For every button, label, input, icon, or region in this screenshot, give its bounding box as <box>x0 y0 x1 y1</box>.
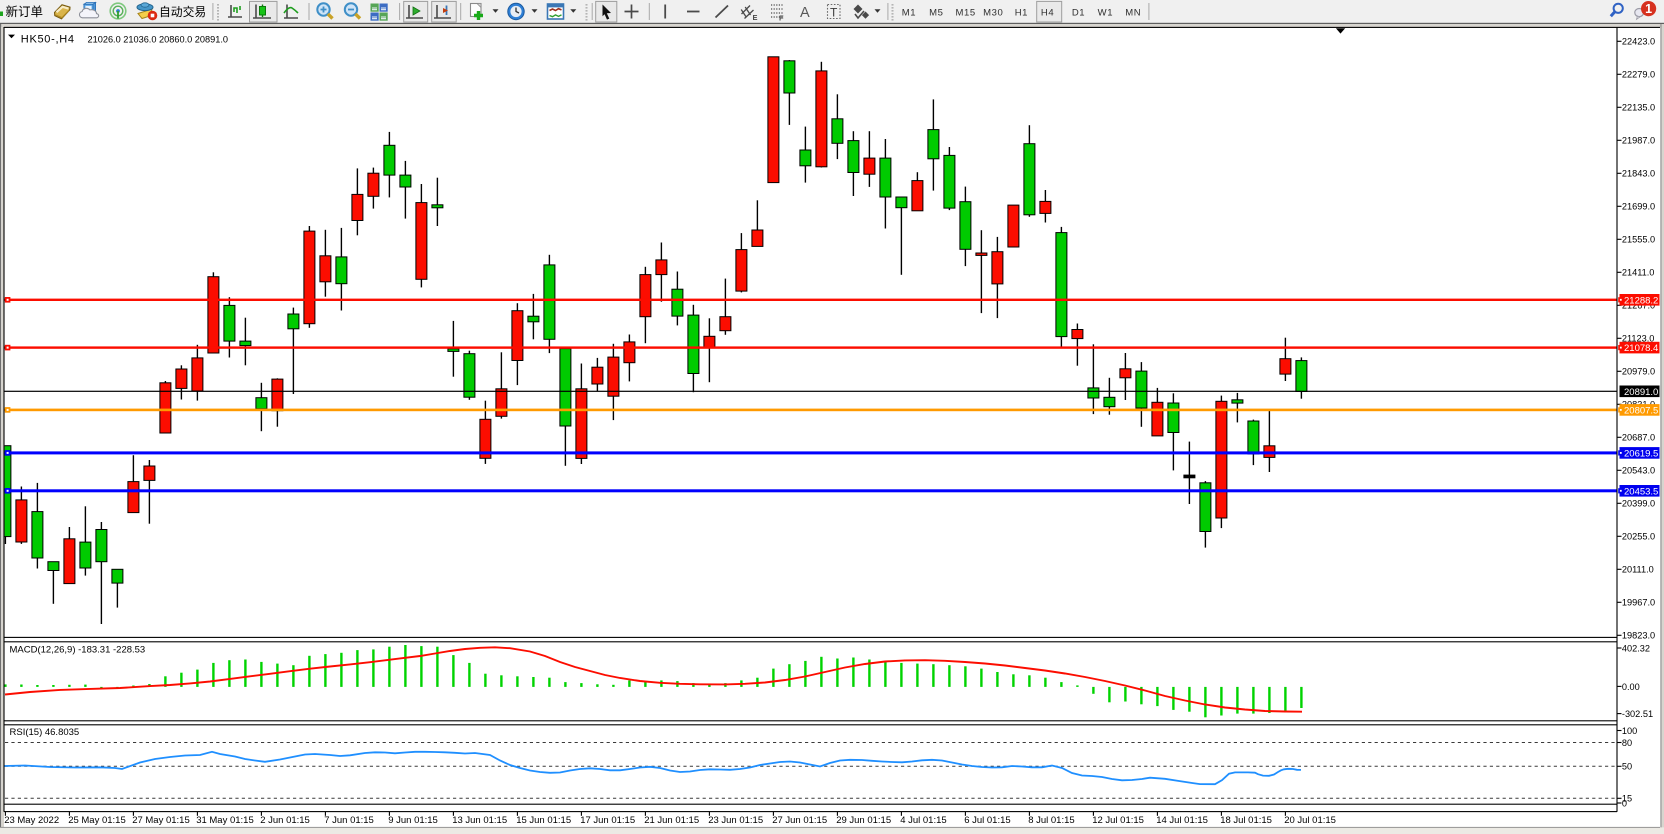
svg-text:20111.0: 20111.0 <box>1622 565 1654 575</box>
svg-text:20453.5: 20453.5 <box>1624 486 1658 497</box>
svg-text:23 May 2022: 23 May 2022 <box>4 815 59 826</box>
svg-text:20891.0: 20891.0 <box>1624 387 1658 398</box>
svg-text:15: 15 <box>1622 794 1632 804</box>
svg-text:22423.0: 22423.0 <box>1622 37 1655 47</box>
svg-text:21078.4: 21078.4 <box>1624 343 1658 354</box>
svg-text:402.32: 402.32 <box>1622 643 1650 653</box>
svg-text:A: A <box>800 5 810 21</box>
svg-text:20 Jul 01:15: 20 Jul 01:15 <box>1284 815 1336 826</box>
svg-text:18 Jul 01:15: 18 Jul 01:15 <box>1220 815 1272 826</box>
svg-text:M1: M1 <box>902 7 916 18</box>
svg-text:20979.0: 20979.0 <box>1622 367 1655 377</box>
svg-text:M30: M30 <box>983 7 1003 18</box>
svg-text:T: T <box>830 6 838 20</box>
svg-text:H1: H1 <box>1015 7 1028 18</box>
svg-text:-302.51: -302.51 <box>1622 709 1653 719</box>
svg-text:29 Jun 01:15: 29 Jun 01:15 <box>836 815 891 826</box>
svg-text:22279.0: 22279.0 <box>1622 70 1655 80</box>
svg-text:MN: MN <box>1125 7 1141 18</box>
svg-text:W1: W1 <box>1098 7 1113 18</box>
svg-text:21 Jun 01:15: 21 Jun 01:15 <box>644 815 699 826</box>
svg-text:2 Jun 01:15: 2 Jun 01:15 <box>260 815 310 826</box>
svg-text:自动交易: 自动交易 <box>159 5 206 19</box>
svg-text:6 Jul 01:15: 6 Jul 01:15 <box>964 815 1010 826</box>
svg-text:H4: H4 <box>1041 7 1054 18</box>
svg-text:M5: M5 <box>929 7 943 18</box>
svg-text:20543.0: 20543.0 <box>1622 466 1655 476</box>
svg-text:31 May 01:15: 31 May 01:15 <box>196 815 254 826</box>
svg-text:25 May 01:15: 25 May 01:15 <box>68 815 126 826</box>
svg-text:21288.2: 21288.2 <box>1624 295 1658 306</box>
svg-text:17 Jun 01:15: 17 Jun 01:15 <box>580 815 635 826</box>
svg-text:21411.0: 21411.0 <box>1622 268 1655 278</box>
svg-text:0.00: 0.00 <box>1622 682 1640 692</box>
svg-text:E: E <box>753 13 758 22</box>
svg-text:19967.0: 19967.0 <box>1622 598 1655 608</box>
svg-text:100: 100 <box>1622 726 1637 736</box>
svg-text:14 Jul 01:15: 14 Jul 01:15 <box>1156 815 1208 826</box>
svg-text:15 Jun 01:15: 15 Jun 01:15 <box>516 815 571 826</box>
svg-text:19823.0: 19823.0 <box>1622 631 1655 641</box>
svg-text:新订单: 新订单 <box>6 4 44 19</box>
svg-text:1: 1 <box>1645 2 1652 16</box>
svg-text:21843.0: 21843.0 <box>1622 169 1655 179</box>
svg-text:9 Jun 01:15: 9 Jun 01:15 <box>388 815 438 826</box>
svg-text:22135.0: 22135.0 <box>1622 103 1655 113</box>
svg-text:80: 80 <box>1622 738 1632 748</box>
svg-text:20619.5: 20619.5 <box>1624 448 1658 459</box>
svg-text:0: 0 <box>1622 798 1627 808</box>
svg-text:D1: D1 <box>1072 7 1085 18</box>
svg-text:23 Jun 01:15: 23 Jun 01:15 <box>708 815 763 826</box>
svg-text:27 Jun 01:15: 27 Jun 01:15 <box>772 815 827 826</box>
svg-text:21026.0 21036.0 20860.0 20891.: 21026.0 21036.0 20860.0 20891.0 <box>88 34 229 44</box>
svg-text:21555.0: 21555.0 <box>1622 235 1655 245</box>
svg-text:M15: M15 <box>955 7 975 18</box>
svg-text:20255.0: 20255.0 <box>1622 532 1655 542</box>
svg-text:RSI(15) 46.8035: RSI(15) 46.8035 <box>10 727 80 738</box>
svg-text:21699.0: 21699.0 <box>1622 202 1655 212</box>
svg-text:12 Jul 01:15: 12 Jul 01:15 <box>1092 815 1144 826</box>
svg-text:13 Jun 01:15: 13 Jun 01:15 <box>452 815 507 826</box>
svg-text:50: 50 <box>1622 762 1632 772</box>
svg-text:27 May 01:15: 27 May 01:15 <box>132 815 190 826</box>
svg-text:20807.5: 20807.5 <box>1624 405 1658 416</box>
svg-text:20399.0: 20399.0 <box>1622 499 1655 509</box>
svg-text:4 Jul 01:15: 4 Jul 01:15 <box>900 815 946 826</box>
svg-text:7 Jun 01:15: 7 Jun 01:15 <box>324 815 374 826</box>
svg-text:20687.0: 20687.0 <box>1622 433 1655 443</box>
svg-text:MACD(12,26,9) -183.31 -228.53: MACD(12,26,9) -183.31 -228.53 <box>10 644 146 655</box>
svg-text:8 Jul 01:15: 8 Jul 01:15 <box>1028 815 1074 826</box>
svg-text:21987.0: 21987.0 <box>1622 136 1655 146</box>
svg-text:F: F <box>779 14 784 23</box>
svg-text:HK50-,H4: HK50-,H4 <box>21 34 75 46</box>
svg-text:21123.0: 21123.0 <box>1622 334 1655 344</box>
svg-text:21267.0: 21267.0 <box>1622 301 1655 311</box>
